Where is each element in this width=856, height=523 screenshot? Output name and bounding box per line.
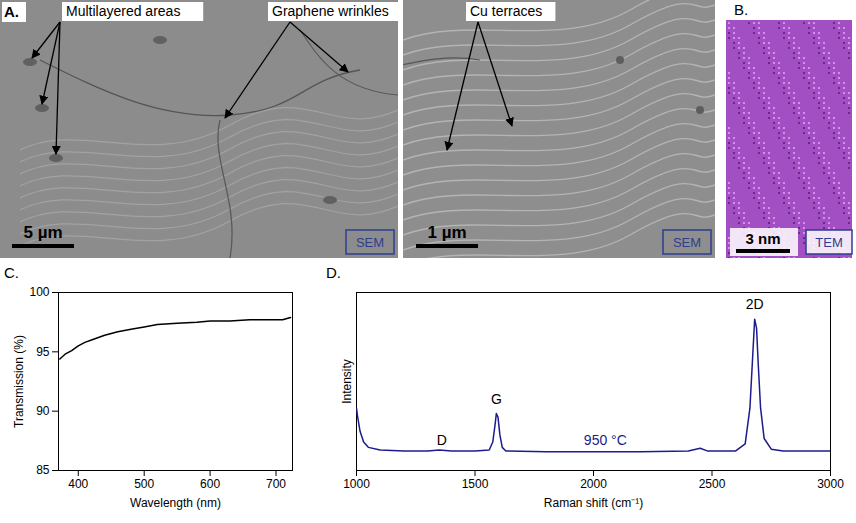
svg-text:85: 85: [36, 463, 50, 477]
svg-text:500: 500: [134, 477, 154, 491]
html-text:C.: C.: [4, 264, 19, 281]
svg-text:TEM: TEM: [815, 235, 842, 250]
svg-text:Wavelength (nm): Wavelength (nm): [130, 496, 221, 510]
svg-text:SEM: SEM: [356, 235, 384, 250]
svg-text:2000: 2000: [580, 477, 607, 491]
svg-text:100: 100: [29, 285, 49, 299]
html-text:D.: D.: [326, 264, 341, 281]
svg-text:1500: 1500: [462, 477, 489, 491]
svg-text:SEM: SEM: [673, 235, 701, 250]
svg-text:Transmission (%): Transmission (%): [12, 335, 26, 428]
svg-text:G: G: [491, 391, 502, 407]
svg-text:3000: 3000: [817, 477, 844, 491]
svg-text:D: D: [437, 432, 447, 448]
svg-text:5 µm: 5 µm: [23, 223, 62, 242]
svg-text:950 °C: 950 °C: [584, 432, 627, 448]
svg-text:2D: 2D: [746, 296, 764, 312]
svg-text:700: 700: [266, 477, 286, 491]
svg-text:Cu terraces: Cu terraces: [470, 3, 542, 19]
svg-text:A.: A.: [4, 3, 19, 20]
svg-text:600: 600: [200, 477, 220, 491]
svg-text:Multilayered areas: Multilayered areas: [66, 3, 180, 19]
svg-text:Graphene wrinkles: Graphene wrinkles: [272, 3, 389, 19]
svg-text:90: 90: [36, 404, 50, 418]
svg-text:3 nm: 3 nm: [745, 230, 780, 247]
svg-text:95: 95: [36, 345, 50, 359]
svg-text:B.: B.: [734, 1, 748, 18]
svg-text:1 µm: 1 µm: [427, 223, 466, 242]
svg-text:Intensity: Intensity: [340, 359, 354, 404]
svg-text:400: 400: [68, 477, 88, 491]
svg-text:Raman shift (cm⁻¹): Raman shift (cm⁻¹): [544, 496, 643, 510]
svg-text:1000: 1000: [343, 477, 370, 491]
svg-text:2500: 2500: [699, 477, 726, 491]
